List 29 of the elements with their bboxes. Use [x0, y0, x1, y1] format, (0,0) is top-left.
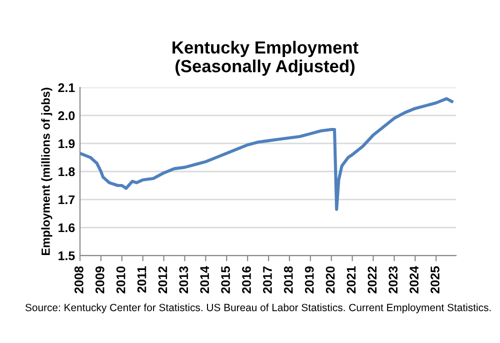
source-note: Source: Kentucky Center for Statistics. US Bureau of Labor Statistics. Current Employment Statistics.	[25, 304, 491, 314]
x-tick-label: 2009	[95, 266, 104, 294]
x-tick-label: 2016	[242, 266, 251, 294]
x-tick-label: 2025	[430, 266, 440, 294]
x-tick-label: 2018	[284, 266, 293, 294]
line-series	[80, 97, 454, 211]
x-tick-label: 2020	[326, 266, 335, 294]
y-tick-label: 1.8	[58, 167, 75, 176]
y-tick-label: 2.0	[58, 111, 75, 120]
x-tick-label: 2019	[304, 266, 314, 294]
x-tick-label: 2024	[410, 266, 419, 294]
y-tick-label: 1.9	[58, 139, 75, 148]
x-tick-label: 2017	[263, 266, 272, 294]
y-tick-label: 1.6	[58, 223, 75, 232]
x-tick-label: 2015	[221, 266, 230, 294]
x-tick-label: 2014	[200, 266, 210, 294]
x-tick-label: 2013	[179, 266, 188, 294]
x-tick-label: 2022	[368, 266, 377, 294]
chart-title: Kentucky Employment (Seasonally Adjusted)	[172, 40, 358, 76]
x-tick-label: 2021	[346, 266, 356, 294]
x-tick-label: 2023	[388, 266, 398, 294]
x-tick-label: 2011	[137, 266, 146, 293]
x-tick-label: 2008	[74, 266, 84, 294]
y-tick-label: 2.1	[58, 83, 75, 92]
x-tick-label: 2010	[116, 266, 126, 294]
x-tick-label: 2012	[158, 266, 168, 294]
y-tick-label: 1.5	[58, 251, 75, 260]
y-axis-title: Employment (millions of jobs)	[41, 88, 52, 255]
y-tick-label: 1.7	[58, 195, 75, 204]
